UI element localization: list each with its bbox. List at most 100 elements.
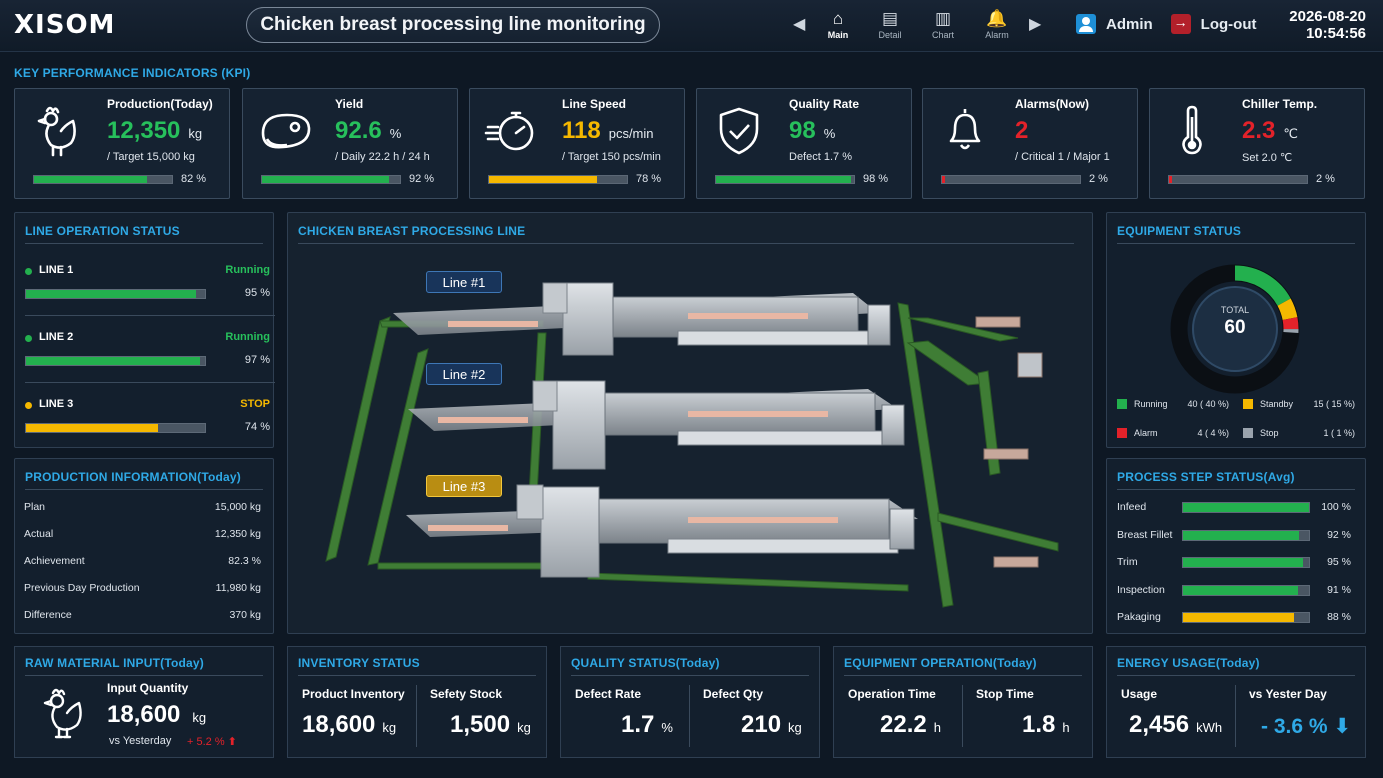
kpi-value-row: 2 (1015, 117, 1036, 145)
kpi-card: Alarms(Now) 2 / Critical 1 / Major 1 2 % (922, 88, 1138, 199)
col-value-row: 18,600 kg (302, 711, 405, 739)
logout-button[interactable]: Log-out (1200, 15, 1257, 33)
col-value: 1.7 (621, 711, 655, 738)
kpi-progress-bar (715, 175, 855, 184)
line-status-row[interactable]: LINE 2 Running 97 % (25, 326, 270, 386)
line-state: Running (225, 331, 270, 343)
col-value: 1.8 (1022, 711, 1056, 738)
legend-swatch (1117, 399, 1127, 409)
nav-detail[interactable]: ▤ Detail (868, 8, 912, 40)
line-2-tag[interactable]: Line #2 (426, 363, 502, 385)
nav-chart[interactable]: ▥ Chart (921, 8, 965, 40)
chicken-icon (37, 106, 76, 157)
kpi-progress-fill (262, 176, 389, 183)
process-step-row: Breast Fillet 92 % (1117, 529, 1351, 543)
legend-item-stop: Stop 1 ( 1 %) (1243, 428, 1355, 438)
divider (1235, 685, 1236, 747)
donut-total-label: TOTAL (1220, 305, 1250, 315)
line-name: LINE 1 (39, 264, 74, 276)
col-unit: % (661, 720, 673, 735)
operation-time: Operation Time 22.2 h (848, 687, 941, 739)
line-3-tag[interactable]: Line #3 (426, 475, 502, 497)
col-label: Operation Time (848, 687, 936, 701)
arrow-down-icon: ⬇ (1327, 715, 1351, 738)
legend-value: 15 ( 15 %) (1313, 399, 1355, 409)
divider (571, 675, 809, 676)
info-row: Previous Day Production 11,980 kg (24, 582, 261, 594)
nav-prev-arrow-icon[interactable]: ◀ (793, 16, 806, 33)
kpi-progress-fill (489, 176, 597, 183)
nav-main[interactable]: ⌂ Main (816, 8, 860, 40)
divider (416, 685, 417, 747)
col-label: Product Inventory (302, 687, 405, 701)
process-step-row: Pakaging 88 % (1117, 611, 1351, 625)
line-2-equipment (408, 380, 905, 470)
divider (25, 675, 263, 676)
kpi-percent: 78 % (636, 173, 662, 185)
line-name: LINE 2 (39, 331, 74, 343)
info-row: Actual 12,350 kg (24, 528, 261, 540)
col-value: - 3.6 % (1261, 715, 1328, 738)
legend-swatch (1243, 399, 1253, 409)
safety-stock: Sefety Stock 1,500 kg (430, 687, 531, 739)
step-progress-fill (1183, 613, 1294, 622)
legend-name: Alarm (1134, 428, 1158, 438)
legend-item-standby: Standby 15 ( 15 %) (1243, 399, 1355, 409)
line-1-equipment (393, 282, 891, 356)
line-operation-panel: LINE OPERATION STATUS LINE 1 Running 95 % L… (14, 212, 275, 448)
card-title: INVENTORY STATUS (298, 656, 420, 670)
step-name: Pakaging (1117, 611, 1161, 623)
col-label: Usage (1121, 687, 1158, 701)
info-label: Previous Day Production (24, 582, 140, 594)
donut-total-value: 60 (1224, 317, 1246, 338)
kpi-progress-bar (261, 175, 401, 184)
kpi-unit: % (823, 126, 836, 141)
line-progress-fill (26, 357, 200, 365)
user-name[interactable]: Admin (1106, 15, 1153, 33)
step-progress-fill (1183, 585, 1298, 595)
kpi-value-row: 98% (789, 117, 835, 145)
status-dot (25, 335, 32, 342)
col-label: vs Yester Day (1249, 687, 1327, 701)
col-value: 18,600 (302, 711, 376, 738)
nav-alarm[interactable]: 🔔 Alarm (975, 8, 1019, 40)
info-value: 12,350 kg (214, 528, 261, 540)
line-status-row[interactable]: LINE 3 STOP 74 % (25, 393, 270, 453)
kpi-subtext: / Daily 22.2 h / 24 h (335, 151, 430, 163)
step-name: Inspection (1117, 583, 1165, 596)
kpi-unit: kg (188, 126, 203, 141)
arrow-up-icon: ⬆ (224, 736, 237, 748)
process-step-row: Trim 95 % (1117, 556, 1351, 570)
nav-label: Chart (931, 30, 954, 40)
inventory-card: INVENTORY STATUS Product Inventory 18,60… (287, 646, 547, 758)
col-value-row: 1.8 h (976, 711, 1070, 739)
kpi-percent: 82 % (181, 173, 207, 185)
col-value-row: - 3.6 % ⬇ (1249, 714, 1351, 739)
step-percent: 91 % (1327, 583, 1351, 596)
datetime: 2026-08-20 10:54:56 (1289, 8, 1366, 42)
kpi-subtext: Set 2.0 ℃ (1242, 152, 1293, 164)
info-value: 82.3 % (228, 555, 261, 567)
nav-next-arrow-icon[interactable]: ▶ (1029, 16, 1042, 33)
divider (298, 675, 536, 676)
line-percent: 97 % (244, 354, 270, 366)
line-status-row[interactable]: LINE 1 Running 95 % (25, 259, 270, 319)
step-progress-fill (1183, 530, 1299, 540)
divider (25, 489, 263, 490)
line-1-tag[interactable]: Line #1 (426, 271, 502, 293)
raw-vs-value: + 5.2 % (187, 736, 225, 748)
logout-icon[interactable] (1170, 14, 1191, 34)
logo: XISOM (14, 10, 116, 40)
col-value: 2,456 (1129, 711, 1190, 738)
kpi-unit: pcs/min (608, 126, 654, 141)
kpi-label: Production(Today) (107, 97, 213, 111)
thermometer-icon (1182, 105, 1202, 155)
line-state: STOP (240, 398, 270, 410)
user-area: Admin Log-out (1076, 14, 1256, 34)
panel-title: EQUIPMENT STATUS (1117, 224, 1242, 238)
kpi-value: 118 (562, 117, 601, 144)
info-label: Difference (24, 609, 72, 621)
donut-segment-running (1171, 265, 1299, 393)
energy-usage: Usage 2,456 kWh (1121, 687, 1222, 739)
kpi-value: 98 (789, 117, 816, 144)
